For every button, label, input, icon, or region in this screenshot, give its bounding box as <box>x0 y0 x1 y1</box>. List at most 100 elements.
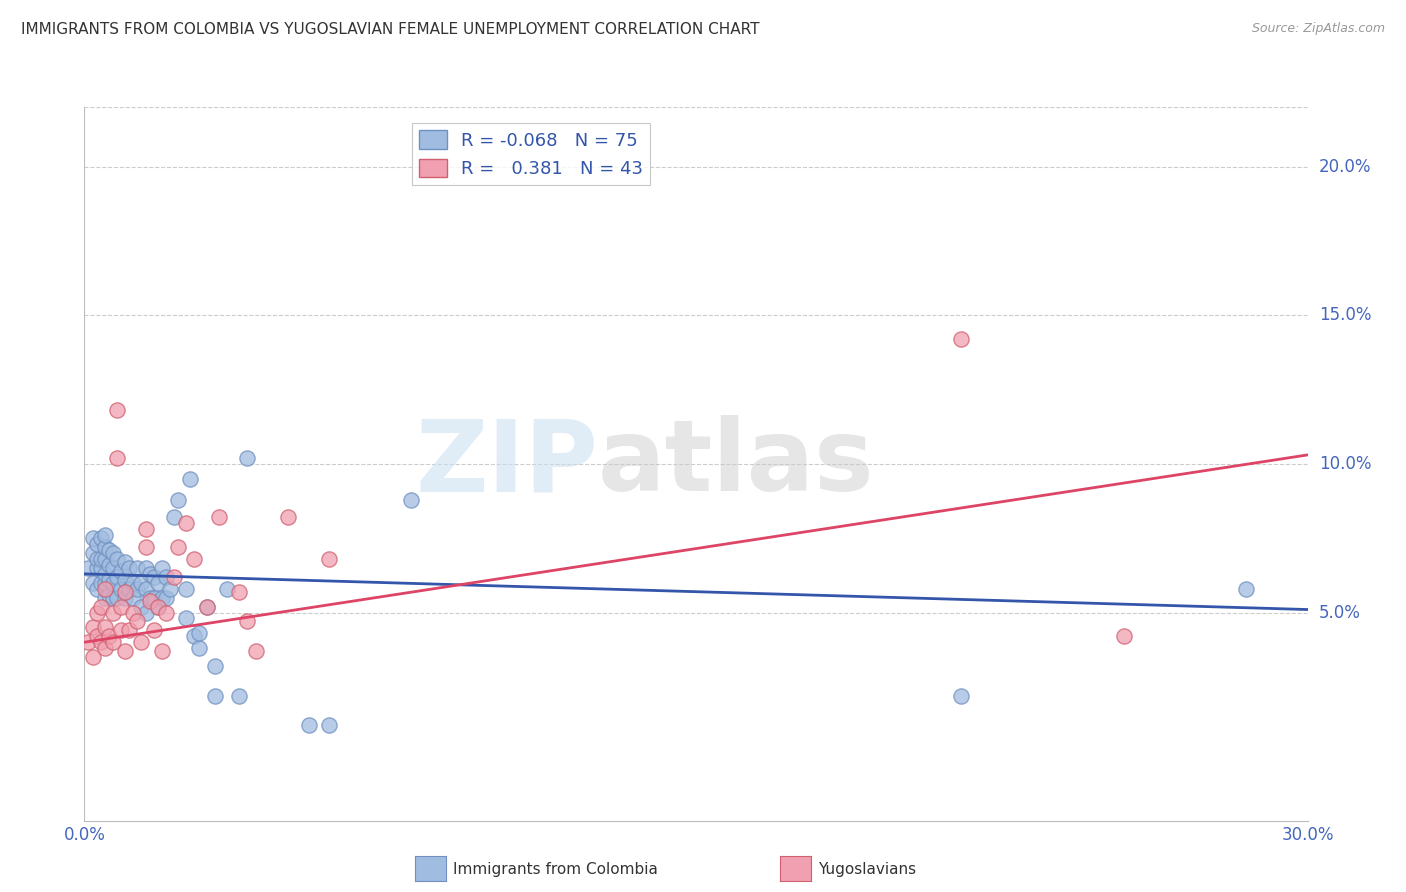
Point <box>90 599 112 614</box>
Text: 5.0%: 5.0% <box>1319 604 1361 622</box>
Point <box>318 718 340 732</box>
Point <box>93 566 115 581</box>
Point <box>77 635 100 649</box>
Text: ZIP: ZIP <box>415 416 598 512</box>
Point <box>135 606 157 620</box>
Point <box>118 561 141 575</box>
Point <box>101 546 124 560</box>
Point <box>110 582 132 596</box>
Point <box>135 561 157 575</box>
Point <box>174 582 197 596</box>
Point <box>135 540 157 554</box>
Point <box>86 552 108 566</box>
Point <box>131 635 153 649</box>
Point <box>110 599 132 614</box>
Point <box>298 718 321 732</box>
Point <box>90 552 112 566</box>
Point <box>150 561 173 575</box>
Point <box>236 615 259 629</box>
Point <box>105 552 128 566</box>
Point <box>82 575 104 590</box>
Point <box>135 582 157 596</box>
Point <box>110 564 132 578</box>
Point <box>277 510 299 524</box>
Point <box>97 629 120 643</box>
Point <box>90 561 112 575</box>
Point <box>167 492 190 507</box>
Point <box>114 555 136 569</box>
Point <box>93 575 115 590</box>
Point <box>82 531 104 545</box>
Point <box>93 528 115 542</box>
Point <box>97 543 120 558</box>
Point <box>86 537 108 551</box>
Point <box>77 561 100 575</box>
Text: 20.0%: 20.0% <box>1319 158 1371 176</box>
Point <box>105 403 128 417</box>
Point <box>127 561 149 575</box>
Point <box>86 606 108 620</box>
Point <box>1114 629 1136 643</box>
Point <box>187 626 209 640</box>
Text: Yugoslavians: Yugoslavians <box>818 863 917 877</box>
Point <box>174 611 197 625</box>
Point <box>159 582 181 596</box>
Point <box>245 644 267 658</box>
Point <box>142 570 165 584</box>
Point <box>86 629 108 643</box>
Point <box>131 575 153 590</box>
Point <box>82 650 104 665</box>
Point <box>195 599 218 614</box>
Point <box>93 641 115 656</box>
Point <box>208 510 231 524</box>
Point <box>118 624 141 638</box>
Point <box>318 552 340 566</box>
Point <box>90 575 112 590</box>
Point <box>155 570 177 584</box>
Point <box>228 584 250 599</box>
Point <box>183 629 205 643</box>
Legend: R = -0.068   N = 75, R =   0.381   N = 43: R = -0.068 N = 75, R = 0.381 N = 43 <box>412 123 650 186</box>
Point <box>93 620 115 634</box>
Point <box>138 566 160 581</box>
Point <box>90 531 112 545</box>
Point <box>155 591 177 605</box>
Point <box>150 591 173 605</box>
Point <box>93 552 115 566</box>
Point <box>179 472 201 486</box>
Point <box>150 644 173 658</box>
Point <box>114 573 136 587</box>
Point <box>105 570 128 584</box>
Point <box>122 591 145 605</box>
Point <box>122 606 145 620</box>
Point <box>155 606 177 620</box>
Point <box>101 635 124 649</box>
Point <box>138 593 160 607</box>
Point <box>142 591 165 605</box>
Point <box>93 582 115 596</box>
Point <box>93 540 115 554</box>
Point <box>204 659 226 673</box>
Point <box>86 582 108 596</box>
Point <box>138 591 160 605</box>
Point <box>127 582 149 596</box>
Text: atlas: atlas <box>598 416 875 512</box>
Point <box>127 615 149 629</box>
Text: Source: ZipAtlas.com: Source: ZipAtlas.com <box>1251 22 1385 36</box>
Point <box>217 582 239 596</box>
Point <box>114 644 136 658</box>
Point <box>86 561 108 575</box>
Point <box>105 450 128 465</box>
Point <box>118 582 141 596</box>
Point <box>167 540 190 554</box>
Point <box>97 573 120 587</box>
Point <box>122 575 145 590</box>
Point <box>195 599 218 614</box>
Point <box>97 558 120 572</box>
Point <box>131 599 153 614</box>
Point <box>97 588 120 602</box>
Point <box>163 510 186 524</box>
Point <box>187 641 209 656</box>
Point <box>90 635 112 649</box>
Point <box>114 591 136 605</box>
